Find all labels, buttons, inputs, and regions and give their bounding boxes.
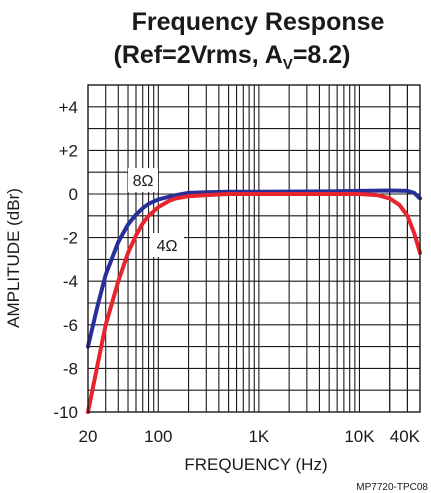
y-tick-labels: +4 +2 0 -2 -4 -6 -8 -10 [53,98,78,422]
plot-border [87,84,421,413]
x-tick-label: 100 [144,427,172,446]
series-label-box [150,233,184,257]
series-label-8ohm: 8Ω [133,173,154,190]
plot-series [86,188,422,414]
y-tick-label: +4 [59,98,78,117]
y-tick-label: -2 [63,229,78,248]
title-line2-subscript: V [283,56,293,73]
x-tick-label: 40K [390,427,421,446]
series-label-4ohm: 4Ω [157,238,178,255]
series-line-4ohm [86,192,422,414]
plot-frame [87,84,421,413]
y-axis-label: AMPLITUDE (dBr) [4,188,23,328]
series-label-box [128,168,158,192]
series-labels: 8Ω 4Ω [128,168,184,257]
series-line-8ohm [86,188,422,349]
y-tick-label: -8 [63,359,78,378]
title-line2-end: =8.2) [293,41,351,69]
y-tick-label: 0 [69,185,78,204]
title-line2-main: (Ref=2Vrms, A [114,41,283,69]
x-tick-label: 20 [79,427,98,446]
plot-grid [88,85,420,412]
figure-code: MP7720-TPC08 [356,482,428,493]
x-axis-label: FREQUENCY (Hz) [184,455,327,474]
y-tick-label: +2 [59,141,78,160]
x-tick-label: 10K [344,427,375,446]
y-tick-label: -10 [53,403,78,422]
chart-title-line1: Frequency Response [132,8,385,36]
y-tick-label: -6 [63,316,78,335]
y-tick-label: -4 [63,272,78,291]
x-tick-label: 1K [248,427,269,446]
chart-title-line2: (Ref=2Vrms, AV=8.2) [114,41,351,73]
x-tick-labels: 20 100 1K 10K 40K [79,427,421,446]
